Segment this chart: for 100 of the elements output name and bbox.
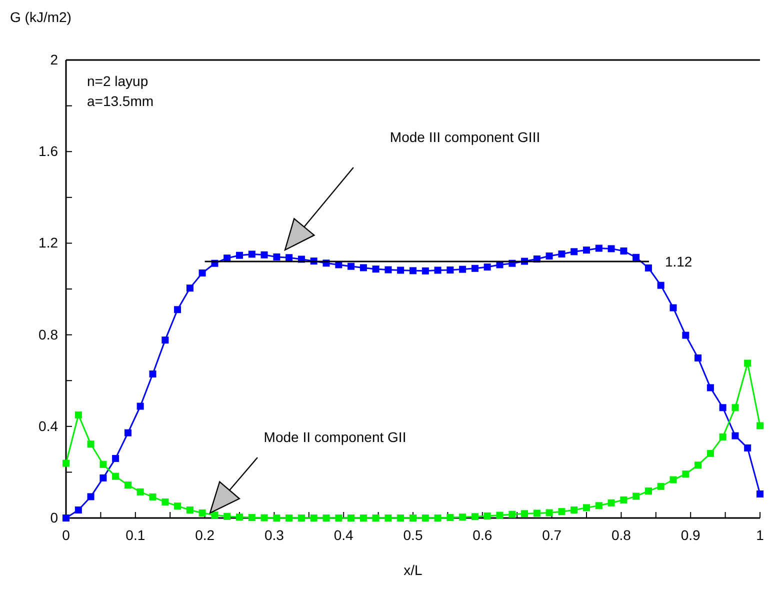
x-tick-label: 0.7: [542, 526, 562, 543]
point: [521, 510, 528, 518]
point: [410, 267, 416, 274]
x-tick-label: 0: [62, 526, 70, 543]
point: [186, 506, 194, 514]
annotation: 1.12: [664, 254, 692, 270]
point: [248, 514, 256, 522]
y-tick-label: 0.4: [38, 418, 58, 434]
point: [273, 514, 280, 522]
x-tick-label: 0.2: [195, 526, 215, 543]
point: [434, 514, 442, 522]
annotation: Mode III component GIII: [390, 129, 540, 145]
annotation: a=13.5mm: [87, 93, 154, 109]
point: [112, 454, 120, 462]
point: [74, 411, 82, 418]
point: [136, 488, 144, 496]
point: [620, 247, 628, 254]
point: [286, 514, 293, 522]
point: [558, 250, 566, 258]
point: [174, 502, 182, 510]
point: [211, 512, 218, 519]
point: [298, 514, 305, 522]
point: [260, 514, 268, 522]
point: [273, 253, 280, 260]
point: [756, 422, 764, 430]
point: [422, 267, 429, 274]
point: [682, 332, 690, 339]
point: [348, 514, 355, 522]
point: [570, 248, 578, 256]
point: [732, 404, 739, 412]
y-tick-label: 1.2: [38, 234, 58, 251]
point: [335, 514, 342, 522]
point: [248, 250, 256, 258]
point: [236, 514, 243, 521]
point: [644, 264, 652, 272]
point: [583, 246, 590, 254]
point: [558, 508, 566, 516]
x-tick-label: 0.6: [472, 526, 492, 543]
point: [87, 440, 94, 448]
point: [496, 512, 504, 519]
point: [459, 514, 466, 521]
x-tick-label: 1: [756, 526, 764, 543]
point: [434, 266, 442, 274]
x-tick-label: 0.5: [403, 526, 423, 543]
point: [224, 512, 231, 520]
point: [422, 514, 429, 522]
point: [484, 264, 491, 271]
point: [384, 266, 392, 274]
point: [100, 474, 107, 482]
point: [533, 510, 540, 517]
point: [719, 404, 726, 412]
point: [124, 429, 132, 436]
point: [112, 472, 120, 480]
point: [446, 266, 454, 274]
x-tick-label: 0.1: [126, 526, 146, 543]
point: [322, 514, 330, 522]
point: [583, 504, 590, 512]
annotation: n=2 layup: [87, 73, 148, 89]
annotation: Mode II component GII: [264, 429, 406, 445]
point: [62, 514, 70, 522]
y-tick-label: 0.8: [38, 326, 58, 342]
point: [348, 262, 355, 270]
point: [508, 510, 516, 518]
point: [595, 244, 602, 252]
point: [74, 506, 82, 514]
point: [372, 266, 380, 273]
point: [657, 282, 664, 289]
point: [162, 498, 169, 506]
point: [286, 254, 293, 262]
point: [360, 264, 367, 272]
point: [174, 306, 182, 314]
x-tick-label: 0.8: [611, 526, 632, 543]
y-axis-title: G (kJ/m2): [10, 9, 72, 25]
point: [744, 444, 752, 452]
point: [162, 336, 169, 344]
y-tick-label: 2: [50, 51, 58, 68]
point: [384, 514, 392, 522]
point: [149, 370, 156, 378]
point: [608, 499, 615, 506]
point: [620, 496, 628, 504]
point: [732, 432, 739, 440]
point: [694, 354, 702, 362]
y-tick-label: 1.6: [38, 143, 58, 160]
point: [657, 482, 664, 490]
point: [744, 360, 752, 367]
point: [471, 513, 478, 520]
point: [198, 269, 206, 276]
point: [756, 490, 764, 498]
point: [397, 514, 404, 522]
point: [260, 251, 268, 258]
x-tick-label: 0.3: [264, 526, 284, 543]
point: [310, 514, 318, 522]
point: [236, 252, 243, 259]
point: [62, 460, 70, 467]
point: [124, 482, 132, 489]
point: [484, 512, 491, 520]
point: [719, 433, 726, 440]
point: [446, 514, 454, 522]
point: [694, 462, 702, 469]
point: [372, 514, 380, 522]
